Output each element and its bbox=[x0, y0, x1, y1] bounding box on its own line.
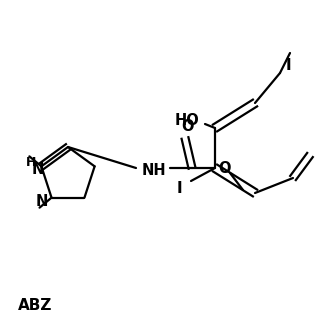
Text: N: N bbox=[35, 194, 48, 209]
Text: H: H bbox=[26, 156, 36, 169]
Text: N: N bbox=[31, 162, 44, 177]
Text: O: O bbox=[218, 161, 230, 175]
Text: HO: HO bbox=[175, 113, 199, 127]
Text: O: O bbox=[181, 118, 193, 133]
Text: NH: NH bbox=[142, 163, 166, 178]
Text: ABZ: ABZ bbox=[18, 298, 52, 313]
Text: I: I bbox=[176, 180, 182, 196]
Text: I: I bbox=[285, 58, 291, 73]
